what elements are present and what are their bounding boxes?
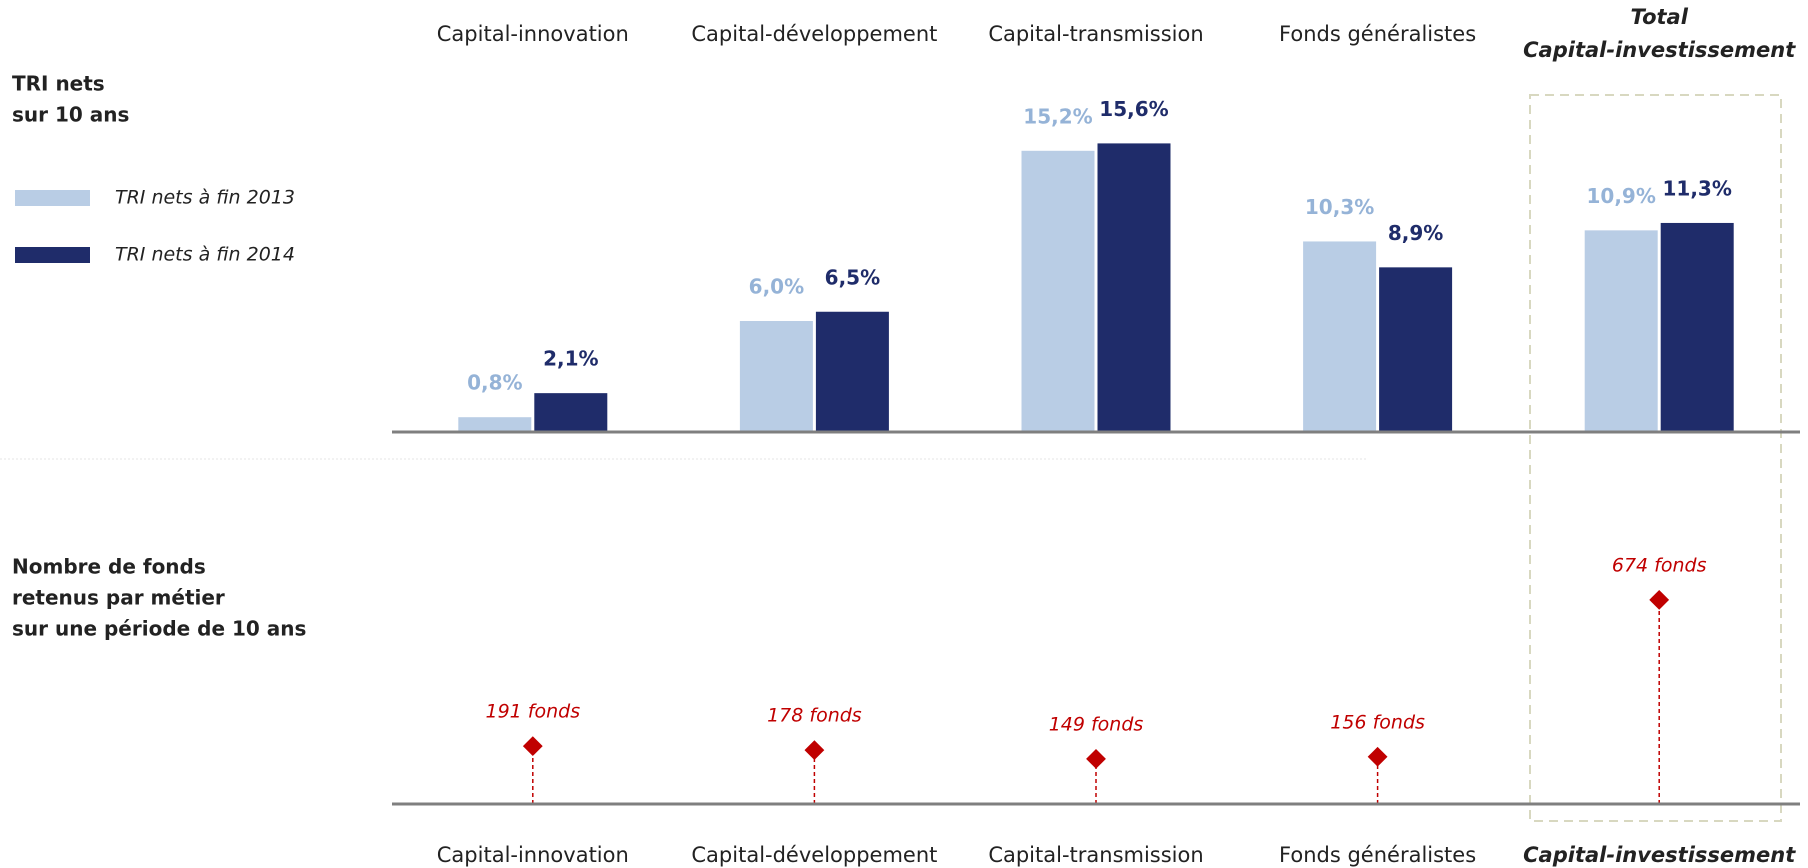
marker: [1367, 746, 1388, 767]
value-label: 6,5%: [825, 265, 880, 289]
highlight-box: [1529, 94, 1782, 822]
legend-label: TRI nets à fin 2013: [115, 187, 295, 209]
category-label: Total: [1630, 5, 1688, 29]
marker: [522, 736, 543, 757]
marker: [1649, 589, 1670, 610]
legend-label: TRI nets à fin 2014: [115, 244, 295, 266]
category-label: Capital-développement: [691, 22, 937, 46]
value-label: 178 fonds: [767, 705, 862, 727]
marker: [1086, 748, 1106, 769]
chart-title: sur une période de 10 ans: [12, 617, 306, 641]
value-label: 8,9%: [1388, 221, 1443, 245]
legend-swatch: [15, 190, 90, 206]
bar: [739, 321, 813, 432]
value-label: 191 fonds: [485, 701, 580, 723]
value-label: 2,1%: [543, 347, 598, 371]
chart-title: TRI nets: [12, 72, 105, 96]
category-label: Fonds généralistes: [1279, 843, 1476, 867]
category-label: Capital-innovation: [437, 843, 629, 867]
bar: [1379, 267, 1453, 432]
category-label: Capital-transmission: [988, 843, 1203, 867]
value-label: 149 fonds: [1049, 713, 1144, 735]
chart-title: sur 10 ans: [12, 103, 129, 127]
bar: [1021, 150, 1095, 433]
value-label: 11,3%: [1663, 176, 1732, 200]
marker: [804, 740, 825, 760]
bar: [1097, 143, 1171, 432]
bar: [458, 417, 532, 432]
legend-swatch: [15, 247, 90, 263]
value-label: 15,6%: [1099, 97, 1168, 121]
value-label: 156 fonds: [1330, 711, 1425, 733]
category-label: Capital-investissement: [1523, 843, 1796, 867]
category-label: Capital-innovation: [437, 22, 629, 46]
bar: [1584, 230, 1658, 432]
value-label: 6,0%: [749, 275, 804, 299]
bar: [1660, 222, 1734, 432]
value-label: 15,2%: [1023, 104, 1092, 128]
value-label: 10,9%: [1587, 184, 1656, 208]
bar: [1303, 241, 1377, 432]
category-label: Capital-investissement: [1523, 38, 1796, 62]
category-label: Fonds généralistes: [1279, 22, 1476, 46]
value-label: 674 fonds: [1612, 554, 1707, 576]
bar: [815, 311, 889, 432]
value-label: 0,8%: [467, 371, 522, 395]
bar: [534, 393, 608, 432]
chart-title: retenus par métier: [12, 586, 225, 610]
category-label: Capital-développement: [691, 843, 937, 867]
chart-title: Nombre de fonds: [12, 555, 206, 579]
value-label: 10,3%: [1305, 195, 1374, 219]
category-label: Capital-transmission: [988, 22, 1203, 46]
